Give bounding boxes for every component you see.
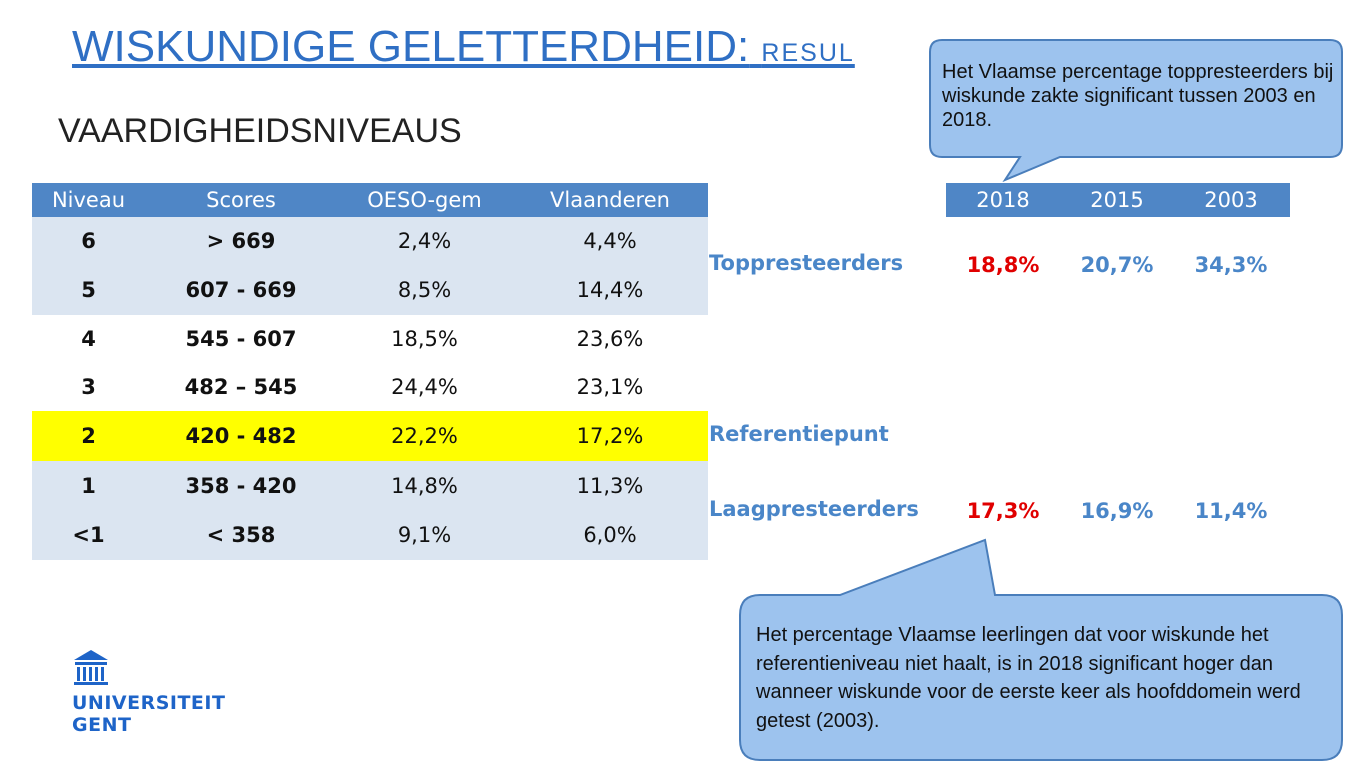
header-cell: Scores	[145, 183, 337, 217]
table-cell: 6	[32, 217, 145, 265]
logo-text: GENT	[72, 714, 132, 736]
header-cell: Vlaanderen	[512, 183, 708, 217]
table-cell: 5	[32, 265, 145, 315]
header-cell: Niveau	[32, 183, 145, 217]
header-bar	[946, 183, 1290, 217]
logo-icon	[74, 650, 108, 685]
title-suffix: RESUL	[761, 39, 855, 67]
table-cell: 2,4%	[337, 217, 512, 265]
table-cell: 17,2%	[512, 411, 708, 461]
header-cell: 2003	[1204, 188, 1258, 212]
table-cell: 2	[32, 411, 145, 461]
row-label: Referentiepunt	[709, 422, 889, 446]
table-cell: 11,4%	[1194, 499, 1268, 523]
table-cell: 545 - 607	[145, 315, 337, 363]
table-cell: 18,8%	[966, 253, 1040, 277]
table-cell: 18,5%	[337, 315, 512, 363]
table-cell: 6,0%	[512, 510, 708, 560]
header-cell: OESO-gem	[337, 183, 512, 217]
row-label: Laagpresteerders	[709, 497, 919, 521]
table-cell: 22,2%	[337, 411, 512, 461]
table-cell: 17,3%	[966, 499, 1040, 523]
table-cell: < 358	[145, 510, 337, 560]
row-label: Toppresteerders	[709, 251, 904, 275]
callout-bubble	[739, 538, 1343, 761]
logo-text: UNIVERSITEIT	[72, 692, 226, 714]
callout-bubble	[929, 39, 1343, 183]
table-cell: 24,4%	[337, 363, 512, 411]
table-cell: 4,4%	[512, 217, 708, 265]
table-cell: <1	[32, 510, 145, 560]
subtitle: VAARDIGHEIDSNIVEAUS	[58, 112, 462, 150]
table-cell: 1	[32, 461, 145, 510]
table-cell: 358 - 420	[145, 461, 337, 510]
table-cell: 20,7%	[1080, 253, 1154, 277]
table-cell: 23,1%	[512, 363, 708, 411]
table-cell: 3	[32, 363, 145, 411]
header-cell: 2015	[1090, 188, 1144, 212]
title-main: WISKUNDIGE GELETTERDHEID:	[72, 22, 750, 71]
table-cell: 8,5%	[337, 265, 512, 315]
table-cell: 482 – 545	[145, 363, 337, 411]
table-cell: 9,1%	[337, 510, 512, 560]
title: WISKUNDIGE GELETTERDHEID: RESUL	[72, 22, 855, 72]
table-cell: 420 - 482	[145, 411, 337, 461]
header-cell: 2018	[976, 188, 1030, 212]
callout-text: Het percentage Vlaamse leerlingen dat vo…	[756, 624, 1301, 732]
table-cell: > 669	[145, 217, 337, 265]
table-cell: 14,8%	[337, 461, 512, 510]
table-cell: 14,4%	[512, 265, 708, 315]
table-cell: 11,3%	[512, 461, 708, 510]
table-cell: 34,3%	[1194, 253, 1268, 277]
table-cell: 607 - 669	[145, 265, 337, 315]
table-cell: 4	[32, 315, 145, 363]
table-cell: 23,6%	[512, 315, 708, 363]
callout-text: Het Vlaamse percentage toppresteerders b…	[942, 61, 1334, 131]
table-cell: 16,9%	[1080, 499, 1154, 523]
